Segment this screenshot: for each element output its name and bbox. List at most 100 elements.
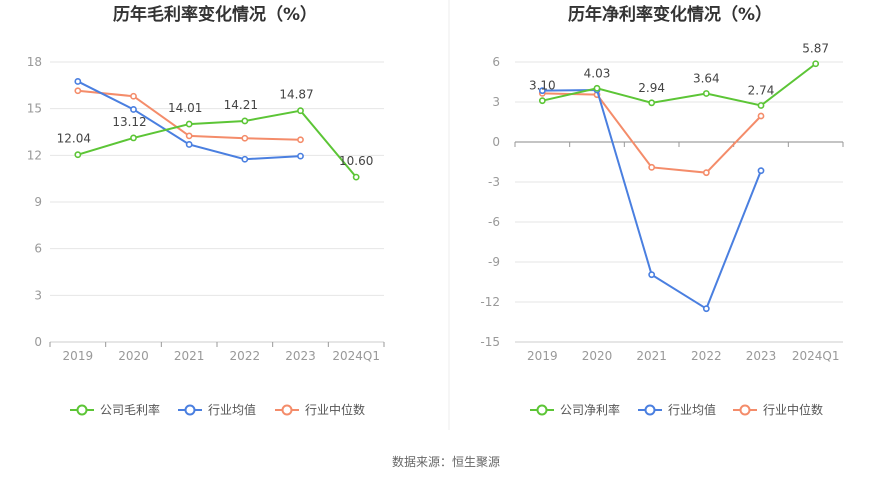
legend-label: 行业均值: [208, 402, 256, 417]
x-tick-label: 2023: [285, 349, 316, 363]
x-tick-label: 2020: [118, 349, 149, 363]
x-tick-label: 2019: [63, 349, 94, 363]
data-point: [538, 97, 546, 105]
legend-marker-icon: [644, 404, 656, 416]
legend-item-company[interactable]: 公司净利率: [530, 402, 620, 417]
x-tick-label: 2019: [527, 349, 558, 363]
data-point: [297, 136, 304, 144]
data-point: [185, 132, 193, 140]
data-label: 14.01: [168, 101, 202, 115]
data-point: [74, 151, 82, 159]
data-label: 2.74: [748, 83, 775, 97]
x-tick-label: 2024Q1: [332, 349, 380, 363]
data-point: [297, 152, 304, 160]
chart-2: 历年净利率变化情况（%） -15 -12 -9 -6 -3 0 3 6 2019 2020 2021 2…: [480, 4, 844, 417]
series-company: 12.04 13.12 14.01 14.21 14.87 10.60: [57, 88, 373, 181]
chart-title: 历年净利率变化情况（%）: [568, 4, 772, 25]
y-tick-label: 15: [27, 102, 42, 116]
legend-label: 公司净利率: [560, 402, 620, 417]
data-point: [130, 134, 137, 142]
chart-1: 历年毛利率变化情况（%） 0 3 6 9 12 15 18 2019 2020 2021 2022 20…: [27, 4, 385, 417]
y-tick-label: -3: [488, 175, 500, 189]
x-tick-label: 2024Q1: [792, 349, 840, 363]
y-tick-label: 6: [492, 55, 500, 69]
x-tick-label: 2020: [582, 349, 613, 363]
legend-marker-icon: [739, 404, 751, 416]
data-point: [130, 92, 137, 100]
series-avg: [74, 78, 304, 163]
legend-item-company[interactable]: 公司毛利率: [70, 402, 160, 417]
legend-label: 公司毛利率: [100, 402, 160, 417]
source-text: 数据来源：恒生聚源: [392, 454, 500, 469]
data-point: [185, 120, 193, 128]
data-point: [241, 117, 249, 125]
y-tick-label: 18: [27, 55, 42, 69]
data-point: [241, 155, 249, 163]
y-tick-label: 3: [34, 288, 42, 302]
x-tick-label: 2021: [174, 349, 205, 363]
data-point: [702, 90, 710, 97]
legend-item-median[interactable]: 行业中位数: [275, 402, 365, 417]
chart-title: 历年毛利率变化情况（%）: [113, 4, 317, 25]
x-tick-label: 2022: [230, 349, 261, 363]
series-avg: [538, 86, 765, 313]
data-point: [538, 87, 546, 95]
x-tick-label: 2023: [746, 349, 777, 363]
data-label: 14.87: [279, 88, 313, 102]
legend-marker-icon: [76, 404, 88, 416]
y-tick-label: -6: [488, 215, 500, 229]
data-point: [648, 99, 656, 107]
legend-item-median[interactable]: 行业中位数: [733, 402, 823, 417]
x-tick-label: 2022: [691, 349, 722, 363]
data-point: [130, 106, 137, 113]
series-line: [77, 109, 357, 178]
data-label: 3.10: [529, 79, 556, 93]
legend-marker-icon: [536, 404, 548, 416]
data-label: 10.60: [339, 154, 373, 168]
y-tick-label: 0: [34, 335, 42, 349]
y-tick-label: -12: [480, 295, 500, 309]
data-point: [241, 134, 249, 142]
legend-label: 行业均值: [668, 402, 716, 417]
data-label: 14.21: [224, 98, 258, 112]
data-label: 13.12: [112, 115, 146, 129]
y-tick-label: 6: [34, 242, 42, 256]
data-point: [297, 107, 304, 115]
legend-item-avg[interactable]: 行业均值: [178, 402, 256, 417]
y-tick-label: 12: [27, 148, 42, 162]
data-point: [648, 163, 656, 171]
data-label: 2.94: [638, 81, 665, 95]
data-point: [812, 60, 820, 68]
data-point: [74, 87, 82, 95]
series-line: [542, 62, 817, 107]
data-point: [648, 271, 656, 279]
data-point: [757, 102, 765, 109]
data-point: [757, 167, 765, 175]
data-label: 4.03: [584, 66, 611, 80]
series-median: [74, 87, 304, 144]
data-point: [702, 305, 710, 313]
legend-marker-icon: [281, 404, 293, 416]
y-tick-label: -15: [480, 335, 500, 349]
data-label: 5.87: [802, 42, 829, 56]
x-tick-label: 2021: [636, 349, 667, 363]
y-tick-label: 0: [492, 135, 500, 149]
data-point: [593, 84, 601, 92]
series-company: 3.10 4.03 2.94 3.64 2.74 5.87: [529, 42, 829, 109]
data-point: [352, 173, 360, 181]
data-label: 12.04: [57, 132, 91, 146]
y-tick-label: 3: [492, 95, 500, 109]
legend-label: 行业中位数: [305, 402, 365, 417]
data-label: 3.64: [693, 71, 720, 85]
legend-marker-icon: [184, 404, 196, 416]
y-tick-label: -9: [488, 255, 500, 269]
legend-label: 行业中位数: [763, 402, 823, 417]
data-point: [757, 112, 765, 120]
y-tick-label: 9: [34, 195, 42, 209]
data-point: [74, 78, 82, 85]
data-point: [185, 141, 193, 148]
data-point: [702, 169, 710, 177]
legend-item-avg[interactable]: 行业均值: [638, 402, 716, 417]
series-median: [538, 89, 765, 177]
